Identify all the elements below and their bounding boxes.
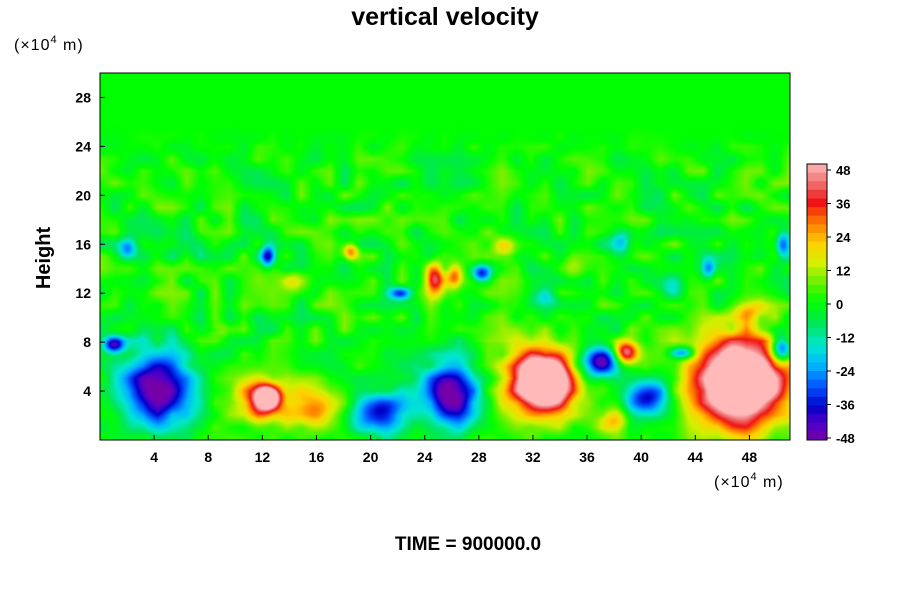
y-axis: 4 8 12 16 20 24 28 [75, 89, 105, 399]
colorbar-swatch [807, 327, 827, 337]
colorbar-swatch [807, 431, 827, 441]
y-tick-label: 28 [75, 89, 91, 105]
colorbar-swatch [807, 189, 827, 199]
colorbar-tick-label: 36 [836, 197, 850, 212]
colorbar-swatch [807, 267, 827, 277]
x-axis: 4 8 12 16 20 24 28 32 36 40 44 48 [150, 435, 757, 465]
colorbar-tick-label: -48 [836, 431, 855, 446]
y-axis-label: Height [33, 227, 55, 290]
colorbar-swatch [807, 276, 827, 286]
x-tick-label: 32 [525, 449, 541, 465]
y-tick-label: 20 [75, 187, 91, 203]
colorbar-swatch [807, 336, 827, 346]
plot-area [99, 72, 791, 441]
colorbar-tick-label: 48 [836, 163, 850, 178]
colorbar-tick-label: 24 [836, 230, 851, 245]
heatmap-field [100, 73, 790, 440]
x-tick-label: 28 [471, 449, 487, 465]
colorbar-swatch [807, 396, 827, 406]
x-unit-label: (×104 m) [714, 471, 784, 491]
y-tick-label: 4 [83, 383, 91, 399]
x-tick-label: 20 [363, 449, 379, 465]
x-tick-label: 16 [309, 449, 325, 465]
x-tick-label: 8 [204, 449, 212, 465]
colorbar-swatch [807, 405, 827, 415]
colorbar-swatch [807, 353, 827, 363]
colorbar-swatch [807, 215, 827, 225]
x-tick-label: 48 [742, 449, 758, 465]
colorbar-swatch [807, 164, 827, 174]
y-tick-label: 12 [75, 285, 91, 301]
y-tick-label: 16 [75, 236, 91, 252]
colorbar-swatch [807, 233, 827, 243]
colorbar-swatch [807, 207, 827, 217]
colorbar-swatch [807, 250, 827, 260]
colorbar-tick-label: -12 [836, 331, 855, 346]
colorbar-ticks: 48 36 24 12 0 -12 -24 -36 -48 [827, 163, 856, 446]
x-tick-label: 36 [579, 449, 595, 465]
x-tick-label: 12 [255, 449, 271, 465]
colorbar-swatch [807, 345, 827, 355]
colorbar-frame [806, 163, 828, 441]
plot-frame [99, 72, 791, 441]
colorbar-swatch [807, 414, 827, 424]
x-tick-label: 24 [417, 449, 433, 465]
y-unit-label: (×104 m) [14, 34, 84, 54]
colorbar-tick-label: -36 [836, 398, 855, 413]
colorbar-swatch [807, 198, 827, 208]
colorbar-swatch [807, 310, 827, 320]
colorbar-tick-label: -24 [836, 364, 856, 379]
colorbar-swatch [807, 293, 827, 303]
chart-title: vertical velocity [351, 3, 539, 31]
time-label: TIME = 900000.0 [395, 534, 541, 555]
colorbar-swatch [807, 319, 827, 329]
colorbar-tick-label: 12 [836, 264, 850, 279]
x-tick-label: 4 [150, 449, 158, 465]
colorbar-tick-label: 0 [836, 297, 843, 312]
colorbar-swatch [807, 224, 827, 234]
y-tick-label: 8 [83, 334, 91, 350]
colorbar-swatch [807, 379, 827, 389]
colorbar-swatch [807, 258, 827, 268]
colorbar [806, 163, 828, 441]
colorbar-swatch [807, 241, 827, 251]
colorbar-swatch [807, 362, 827, 372]
colorbar-swatch [807, 388, 827, 398]
colorbar-swatch [807, 302, 827, 312]
colorbar-swatch [807, 371, 827, 381]
colorbar-swatch [807, 172, 827, 182]
colorbar-swatch [807, 181, 827, 191]
colorbar-swatch [807, 284, 827, 294]
x-tick-label: 40 [633, 449, 649, 465]
y-tick-label: 24 [75, 138, 91, 154]
x-tick-label: 44 [688, 449, 704, 465]
colorbar-swatch [807, 422, 827, 432]
